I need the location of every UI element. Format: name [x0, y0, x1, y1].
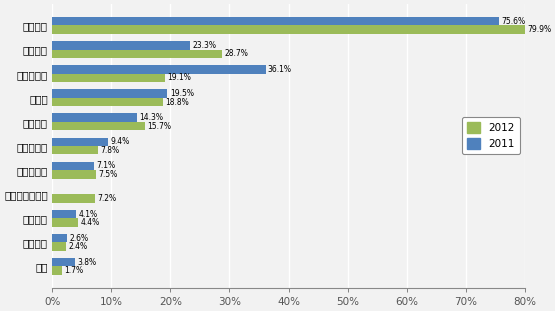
Bar: [52, 41, 190, 49]
Bar: [52, 49, 222, 58]
Bar: [52, 26, 524, 34]
Bar: [52, 114, 137, 122]
Bar: [52, 98, 163, 106]
Text: 79.9%: 79.9%: [527, 25, 551, 34]
Text: 36.1%: 36.1%: [268, 65, 292, 74]
Text: 4.4%: 4.4%: [80, 218, 100, 227]
Bar: [52, 267, 62, 275]
Text: 23.3%: 23.3%: [192, 41, 216, 50]
Text: 1.7%: 1.7%: [64, 266, 84, 275]
Text: 7.8%: 7.8%: [100, 146, 120, 155]
Text: 2.4%: 2.4%: [69, 242, 88, 251]
Bar: [52, 17, 499, 26]
Bar: [52, 194, 95, 203]
Text: 14.3%: 14.3%: [139, 113, 163, 122]
Text: 2.6%: 2.6%: [70, 234, 89, 243]
Bar: [52, 242, 66, 251]
Bar: [52, 122, 145, 130]
Bar: [52, 65, 265, 74]
Bar: [52, 74, 165, 82]
Bar: [52, 234, 68, 242]
Bar: [52, 146, 98, 155]
Text: 7.1%: 7.1%: [97, 161, 115, 170]
Bar: [52, 137, 108, 146]
Bar: [52, 210, 77, 218]
Text: 9.4%: 9.4%: [110, 137, 129, 146]
Bar: [52, 162, 94, 170]
Text: 19.1%: 19.1%: [168, 73, 191, 82]
Bar: [52, 89, 168, 98]
Text: 4.1%: 4.1%: [79, 210, 98, 219]
Text: 19.5%: 19.5%: [170, 89, 194, 98]
Text: 18.8%: 18.8%: [165, 98, 189, 106]
Text: 28.7%: 28.7%: [224, 49, 248, 58]
Bar: [52, 218, 78, 227]
Text: 7.5%: 7.5%: [99, 170, 118, 179]
Text: 15.7%: 15.7%: [147, 122, 171, 131]
Bar: [52, 258, 74, 267]
Bar: [52, 170, 97, 179]
Text: 7.2%: 7.2%: [97, 194, 116, 203]
Text: 75.6%: 75.6%: [502, 17, 526, 26]
Text: 3.8%: 3.8%: [77, 258, 96, 267]
Legend: 2012, 2011: 2012, 2011: [462, 117, 520, 155]
